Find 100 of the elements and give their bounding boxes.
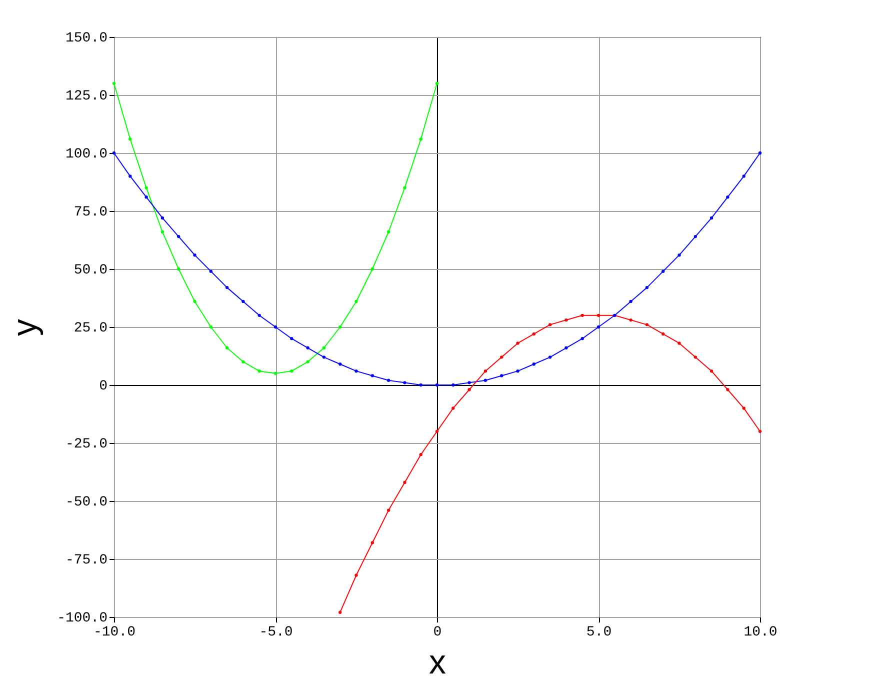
point [209,325,212,329]
x-tick-label: 0 [433,624,442,640]
point [386,508,390,512]
point [645,286,649,290]
point [710,370,714,373]
y-axis-title: y [6,319,44,336]
point [435,82,439,85]
point [209,270,212,273]
point [306,360,310,364]
y-tick-label: 25.0 [74,320,108,336]
x-axis-title: x [429,644,446,682]
point [516,370,520,373]
point [225,286,229,290]
point [532,362,536,366]
point [193,254,196,257]
point [500,374,504,378]
point [403,381,406,384]
point [322,346,326,350]
point [564,346,568,350]
point [580,337,584,340]
point [338,610,342,614]
point [144,196,148,199]
point [144,186,148,190]
point [242,300,245,304]
point [403,480,406,484]
y-tick-label: 0 [99,378,108,394]
point [225,346,229,350]
point [419,383,422,387]
point [435,430,439,433]
point [290,370,294,373]
point [354,574,358,577]
point [484,378,488,382]
point [419,453,422,456]
point [435,383,439,387]
point [694,234,697,238]
point [177,234,180,238]
point [177,267,180,271]
x-tick-label: -10.0 [93,624,136,640]
point [629,300,632,304]
point [452,406,455,410]
y-tick-label: 50.0 [74,262,108,278]
point [242,360,245,364]
point [758,151,762,155]
point [354,370,358,373]
point [484,370,488,373]
point [548,323,552,326]
point [258,370,261,373]
point [370,374,374,378]
point [322,356,326,359]
point [678,342,681,345]
x-tick-label: 5.0 [586,624,612,640]
point [710,216,714,220]
point [468,381,471,384]
y-tick-label: -25.0 [65,436,108,452]
point [678,254,681,257]
line-series [338,314,762,614]
point [500,356,504,359]
point [742,174,746,178]
point [403,186,406,190]
y-tick-label: -100.0 [57,610,108,626]
point [193,300,196,304]
point [516,342,520,345]
point [128,174,132,178]
point [548,356,552,359]
point [596,314,600,317]
point [726,388,730,392]
y-tick-label: 100.0 [65,146,108,162]
point [306,346,310,350]
point [290,337,294,340]
line-series [112,151,762,387]
y-tick-label: 75.0 [74,204,108,220]
y-tick-label: 150.0 [65,30,108,46]
point [128,138,132,141]
y-tick-label: -50.0 [65,494,108,510]
point [532,332,536,336]
point [468,388,471,392]
point [338,362,342,366]
point [758,430,762,433]
point [386,378,390,382]
point [370,541,374,544]
point [694,356,697,359]
point [386,230,390,234]
point [338,325,342,329]
point [112,151,116,155]
point [274,325,278,329]
point [452,383,455,387]
y-tick-label: -75.0 [65,552,108,568]
point [112,82,116,85]
point [160,230,164,234]
point [419,138,422,141]
point [564,318,568,322]
x-tick-label: -5.0 [259,624,293,640]
x-tick-label: 10.0 [744,624,778,640]
point [629,318,632,322]
point [160,216,164,220]
point [258,314,261,317]
point [354,300,358,304]
point [596,325,600,329]
point [274,372,278,375]
point [662,332,665,336]
